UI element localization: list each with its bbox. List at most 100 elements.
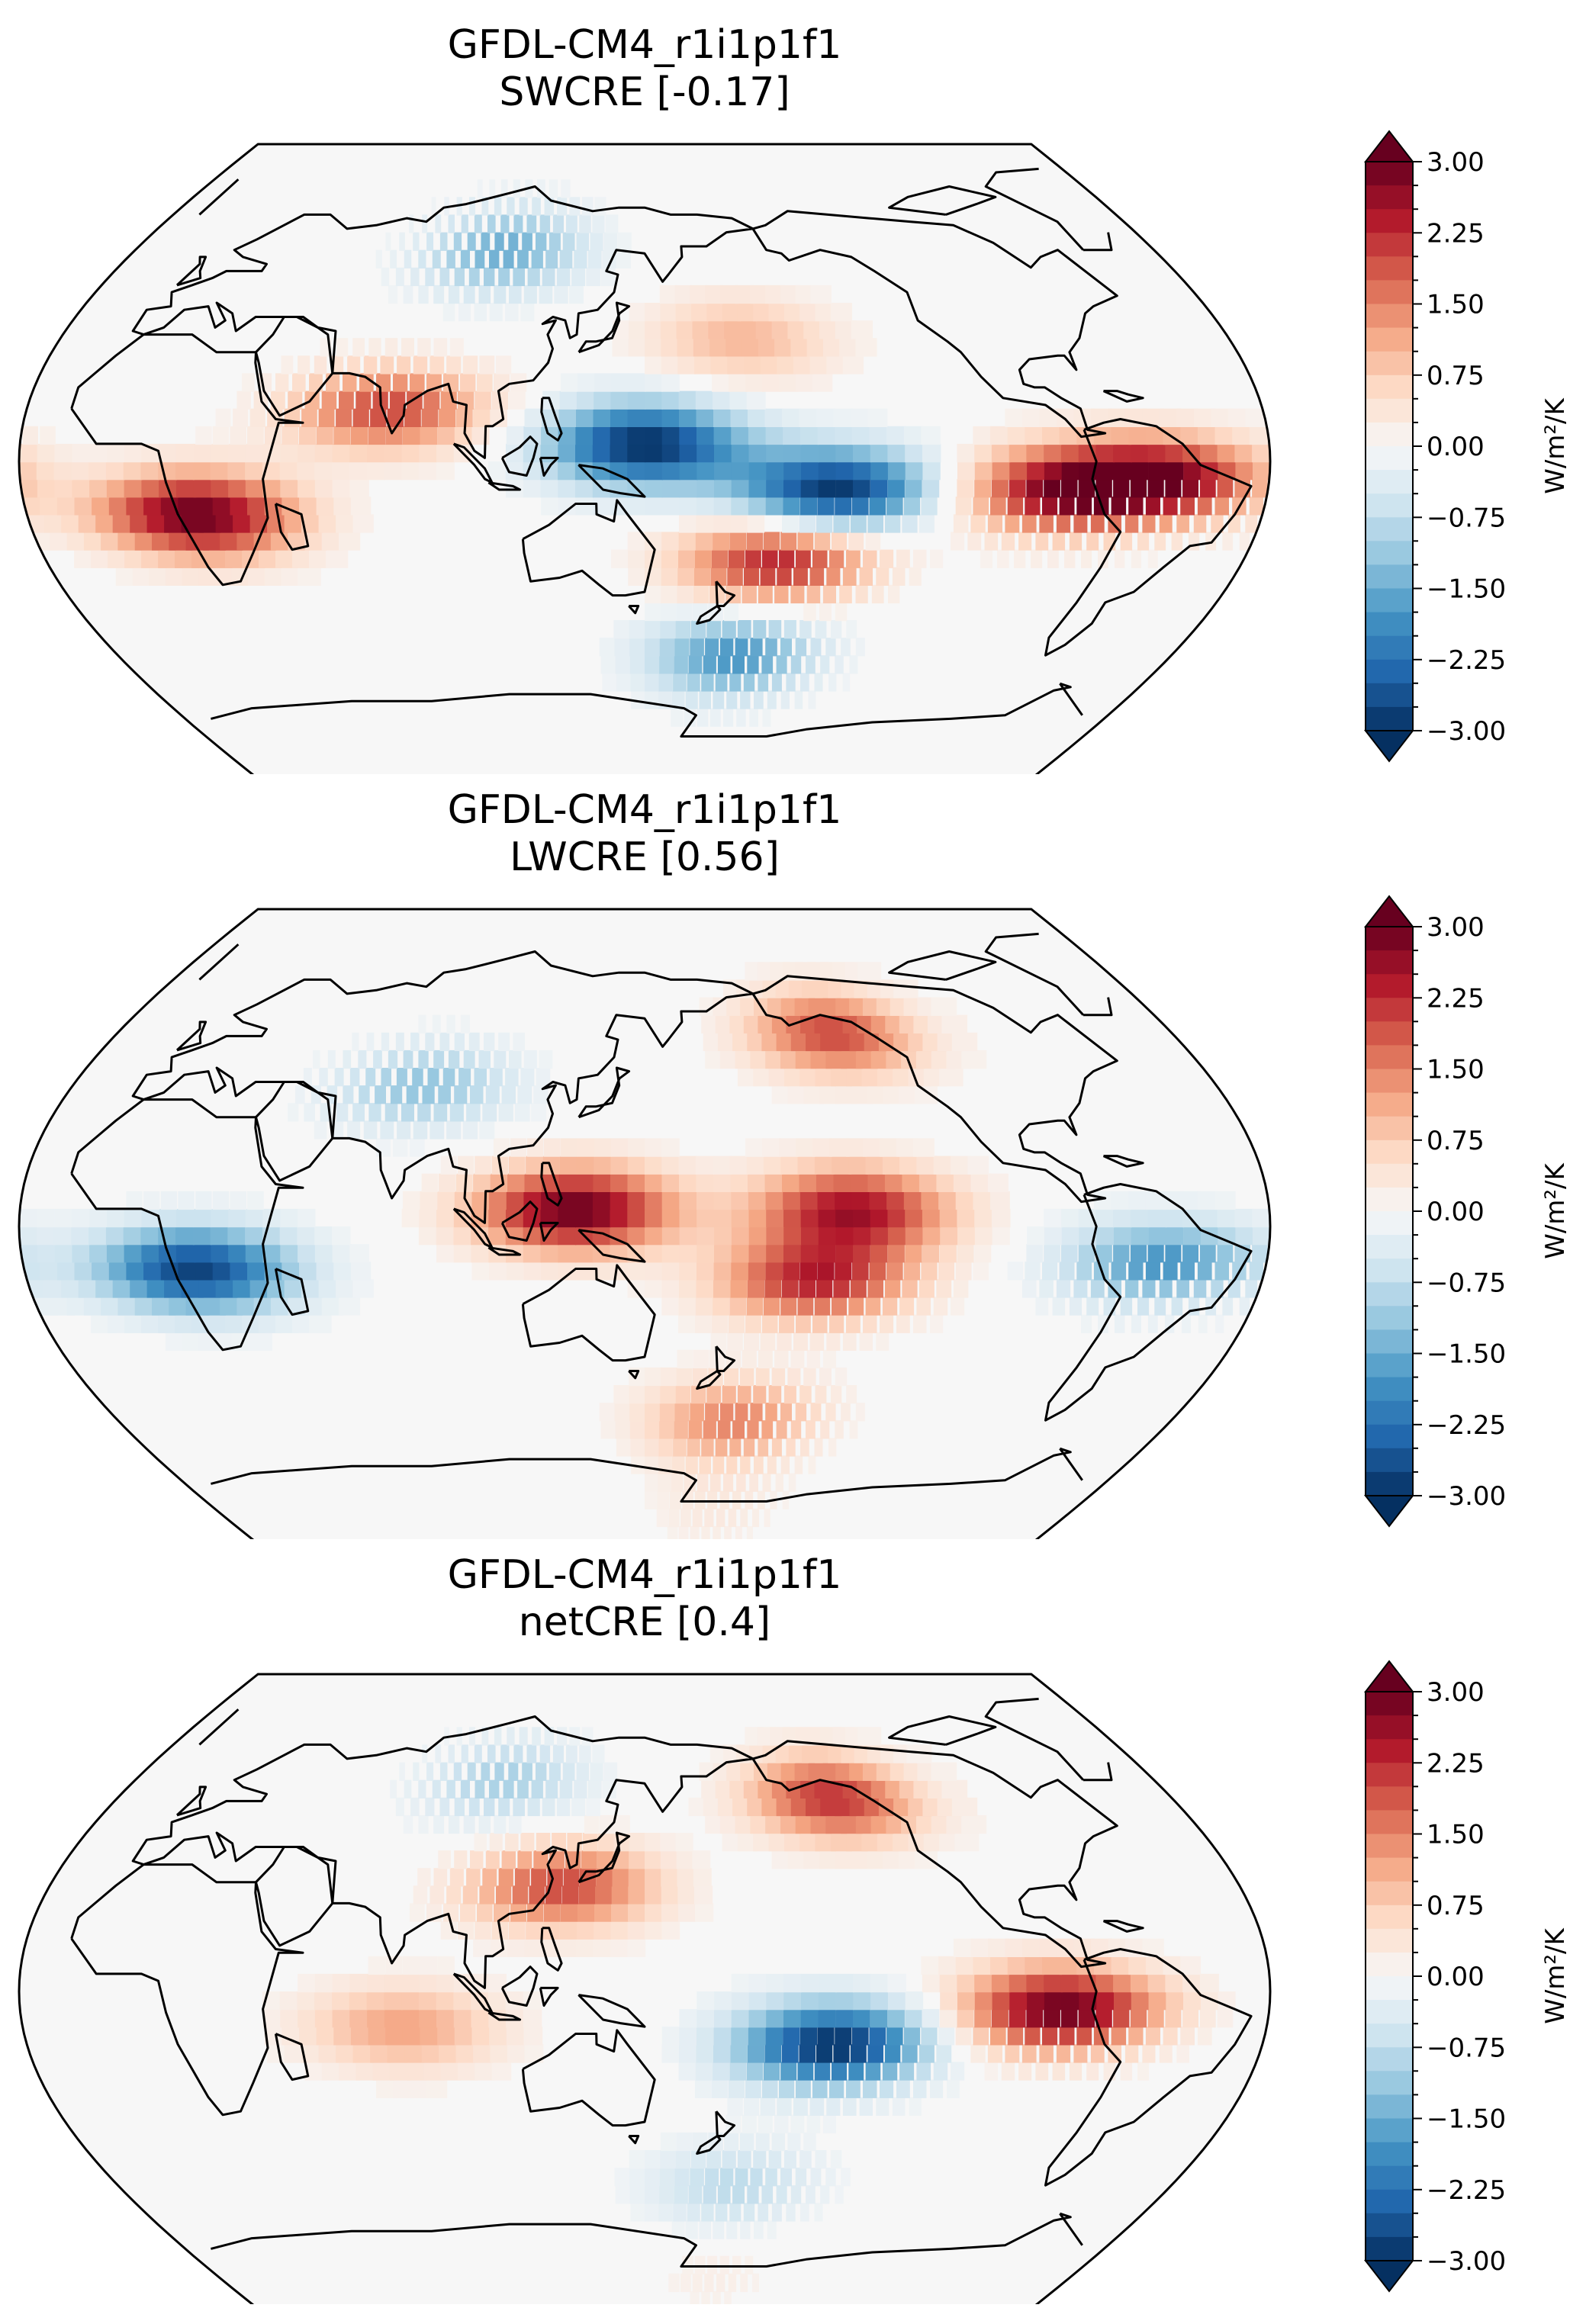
field-cell — [1096, 461, 1115, 481]
field-cell — [853, 1973, 872, 1993]
field-cell — [695, 2079, 712, 2098]
field-cell — [658, 2203, 673, 2222]
field-cell — [471, 1244, 491, 1263]
field-cell — [1056, 2044, 1071, 2063]
field-cell — [336, 1103, 349, 1122]
field-cell — [401, 1991, 420, 2011]
field-cell — [614, 638, 632, 657]
field-cell — [867, 1279, 883, 1298]
field-cell — [319, 1068, 328, 1087]
field-cell — [469, 1727, 475, 1746]
field-cell — [887, 479, 905, 498]
field-cell — [627, 1938, 646, 1957]
field-cell — [661, 1262, 680, 1281]
field-cell — [748, 1262, 766, 1281]
field-cell — [352, 1032, 359, 1052]
field-cell — [991, 2009, 1009, 2028]
field-cell — [921, 1262, 938, 1281]
field-cell — [1021, 2044, 1037, 2063]
field-cell — [579, 1744, 591, 1763]
field-cell — [903, 2027, 921, 2046]
field-cell — [326, 549, 349, 568]
field-cell — [748, 1244, 767, 1263]
field-cell — [746, 1297, 764, 1316]
field-cell — [463, 284, 475, 304]
field-cell — [387, 2044, 408, 2063]
colorbar-level — [1366, 1928, 1413, 1953]
field-cell — [645, 373, 663, 392]
field-cell — [674, 2185, 688, 2204]
field-cell — [593, 1173, 611, 1192]
field-cell — [630, 673, 646, 692]
field-cell — [531, 249, 543, 268]
field-cell — [703, 1797, 721, 1817]
field-cell — [629, 1420, 646, 1439]
field-cell — [494, 1727, 502, 1746]
field-cell — [627, 426, 646, 445]
field-cell — [453, 1762, 462, 1781]
field-cell — [853, 479, 870, 498]
field-cell — [437, 426, 455, 445]
field-cell — [614, 1815, 630, 1834]
field-cell — [783, 443, 803, 463]
field-cell — [842, 2097, 857, 2116]
field-cell — [314, 1244, 335, 1263]
field-cell — [540, 479, 559, 498]
field-cell — [245, 479, 265, 498]
field-cell — [696, 1262, 715, 1281]
field-cell — [679, 2044, 696, 2063]
colorbar-tick-label: −1.50 — [1427, 1339, 1506, 1370]
field-cell — [454, 1085, 468, 1104]
field-cell — [419, 1208, 437, 1228]
field-cell — [870, 2009, 888, 2028]
field-cell — [544, 1903, 561, 1922]
field-cell — [693, 338, 712, 357]
field-cell — [779, 1138, 799, 1157]
field-cell — [304, 1103, 315, 1122]
field-cell — [987, 514, 1002, 533]
field-cell — [825, 638, 836, 657]
field-cell — [556, 1797, 571, 1817]
field-cell — [713, 1173, 732, 1192]
field-cell — [514, 1103, 530, 1122]
field-cell — [774, 1349, 789, 1369]
field-cell — [195, 426, 212, 445]
field-cell — [396, 1068, 407, 1087]
field-cell — [314, 479, 335, 498]
field-cell — [961, 1815, 987, 1834]
field-cell — [799, 1262, 818, 1281]
field-cell — [742, 2114, 757, 2134]
field-cell — [1035, 2062, 1049, 2081]
field-cell — [688, 655, 703, 674]
field-cell — [482, 1868, 497, 1887]
field-cell — [71, 1226, 91, 1246]
field-cell — [593, 408, 611, 427]
field-cell — [846, 2079, 861, 2098]
field-cell — [507, 2044, 527, 2063]
field-cell — [349, 461, 368, 481]
field-cell — [419, 2009, 439, 2028]
field-cell — [677, 567, 694, 586]
field-cell — [352, 338, 365, 357]
field-cell — [783, 2150, 796, 2169]
field-cell — [453, 1991, 472, 2011]
field-cell — [474, 303, 487, 322]
field-cell — [429, 1885, 445, 1905]
field-cell — [679, 1244, 698, 1263]
field-cell — [696, 1191, 716, 1210]
field-cell — [126, 1191, 143, 1210]
field-cell — [429, 1120, 445, 1139]
field-cell — [783, 1973, 803, 1993]
field-cell — [870, 1208, 890, 1228]
field-cell — [453, 1226, 472, 1246]
field-cell — [771, 1367, 786, 1387]
field-cell — [210, 1226, 230, 1246]
field-cell — [729, 1156, 749, 1175]
field-cell — [575, 443, 594, 463]
field-cell — [658, 673, 673, 692]
field-cell — [782, 408, 802, 427]
coastlines — [70, 167, 1253, 738]
field-cell — [692, 602, 708, 622]
field-cell — [193, 1244, 214, 1263]
field-cell — [339, 532, 361, 551]
